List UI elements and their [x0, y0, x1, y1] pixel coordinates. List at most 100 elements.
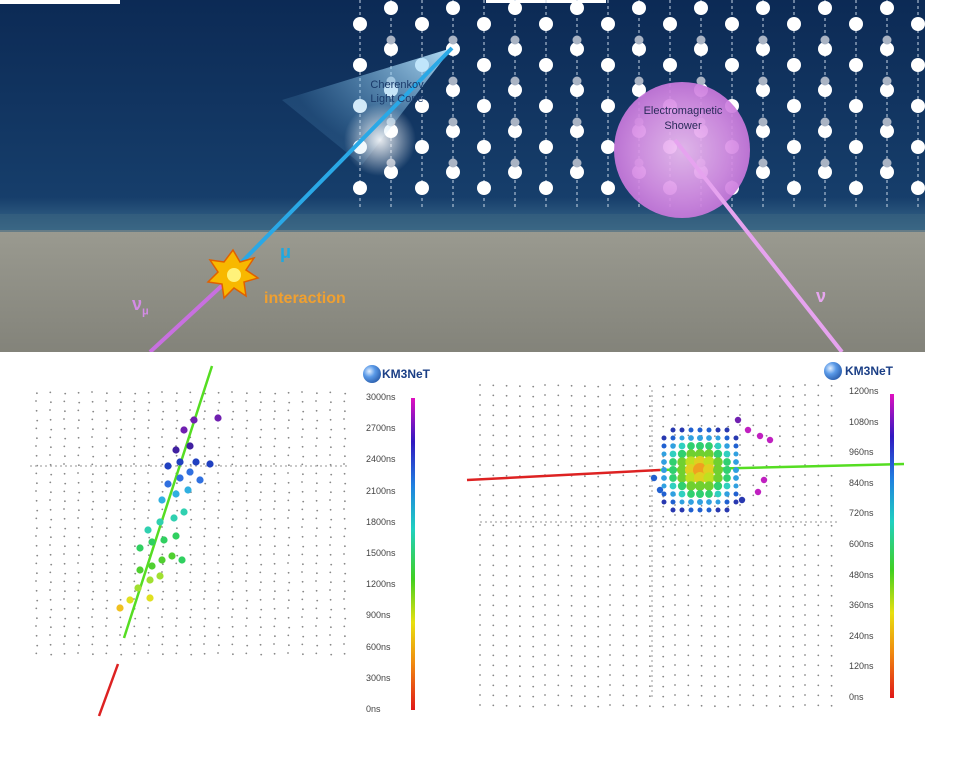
hit-sphere	[715, 427, 721, 433]
pmt-dot	[532, 385, 535, 388]
pmt-dot	[133, 517, 136, 520]
pmt-dot	[817, 384, 820, 387]
pmt-dot	[330, 401, 332, 404]
pmt-dot	[63, 625, 66, 628]
pmt-dot	[557, 464, 560, 467]
pmt-dot	[687, 544, 690, 547]
hit-sphere	[713, 473, 723, 483]
pmt-dot	[635, 564, 638, 567]
optical-module	[849, 58, 863, 72]
pmt-dot	[714, 435, 716, 438]
pmt-dot	[505, 664, 508, 667]
pmt-dot	[662, 545, 665, 548]
pmt-dot	[302, 455, 305, 458]
colorbar-tick-label: 3000ns	[366, 392, 396, 402]
pmt-dot	[91, 598, 94, 601]
pmt-dot	[35, 544, 38, 547]
optical-module	[756, 83, 770, 97]
pmt-dot	[752, 474, 755, 477]
pmt-dot	[329, 454, 331, 456]
pmt-dot	[817, 604, 820, 607]
pmt-dot	[532, 585, 535, 588]
pmt-dot	[190, 536, 192, 539]
pmt-dot	[273, 580, 276, 583]
optical-module	[508, 1, 522, 15]
pmt-dot	[505, 634, 508, 637]
pmt-dot	[50, 401, 52, 404]
pmt-dot	[64, 617, 67, 620]
pmt-dot	[92, 653, 94, 656]
hit-sphere	[206, 460, 214, 468]
pmt-dot	[343, 400, 346, 403]
pmt-dot	[779, 535, 781, 538]
pmt-dot	[804, 614, 806, 616]
pmt-dot	[49, 526, 52, 529]
pmt-dot	[492, 694, 495, 697]
pmt-dot	[260, 491, 262, 494]
pmt-dot	[479, 514, 481, 516]
pmt-dot	[479, 624, 481, 626]
pmt-dot	[557, 654, 560, 657]
pmt-dot	[77, 499, 80, 502]
pmt-dot	[316, 554, 319, 557]
hit-sphere	[733, 459, 739, 465]
pmt-dot	[105, 490, 107, 492]
pmt-dot	[120, 536, 122, 539]
pmt-dot	[597, 505, 600, 508]
pmt-dot	[687, 664, 690, 667]
pmt-dot	[329, 643, 332, 646]
pmt-dot	[557, 444, 560, 447]
pmt-dot	[544, 544, 546, 546]
pmt-dot	[78, 491, 81, 494]
hit-sphere	[766, 436, 774, 444]
optical-module	[539, 58, 553, 72]
optical-module-rear	[882, 76, 892, 86]
pmt-dot	[77, 472, 79, 474]
pmt-dot	[260, 536, 262, 539]
pmt-dot	[301, 571, 303, 573]
hit-sphere	[724, 435, 730, 441]
hit-sphere	[715, 435, 721, 441]
pmt-dot	[119, 454, 121, 456]
pmt-dot	[161, 553, 164, 556]
pmt-dot	[315, 454, 318, 457]
pmt-dot	[765, 384, 768, 387]
hit-sphere	[714, 490, 722, 498]
pmt-dot	[505, 564, 508, 567]
pmt-dot	[35, 652, 38, 655]
pmt-dot	[119, 616, 122, 619]
pmt-dot	[765, 414, 768, 417]
pmt-dot	[344, 527, 347, 530]
optical-module	[911, 17, 925, 31]
right-brand: KM3NeT	[845, 364, 894, 378]
pmt-dot	[830, 614, 833, 617]
hit-sphere	[158, 556, 166, 564]
pmt-dot	[106, 644, 109, 647]
optical-module	[632, 42, 646, 56]
pmt-dot	[674, 524, 676, 526]
colorbar-tick-label: 1080ns	[849, 416, 879, 427]
pmt-dot	[584, 655, 586, 658]
pmt-dot	[792, 705, 795, 708]
pmt-dot	[64, 455, 66, 458]
pmt-dot	[519, 415, 521, 418]
pmt-dot	[316, 419, 319, 422]
pmt-dot	[189, 571, 192, 574]
light-glow	[344, 104, 416, 176]
pmt-dot	[687, 614, 690, 617]
pmt-dot	[765, 394, 768, 397]
pmt-dot	[649, 635, 651, 638]
optical-module-rear	[696, 76, 706, 86]
hit-sphere	[172, 532, 180, 540]
hit-sphere	[677, 465, 687, 475]
pmt-dot	[161, 598, 164, 601]
pmt-dot	[727, 675, 730, 678]
pmt-dot	[161, 490, 164, 493]
pmt-dot	[727, 615, 730, 618]
pmt-dot	[505, 534, 508, 537]
pmt-dot	[622, 634, 625, 637]
pmt-dot	[622, 554, 625, 557]
optical-module	[477, 140, 491, 154]
pmt-dot	[492, 634, 495, 637]
pmt-dot	[49, 418, 52, 421]
